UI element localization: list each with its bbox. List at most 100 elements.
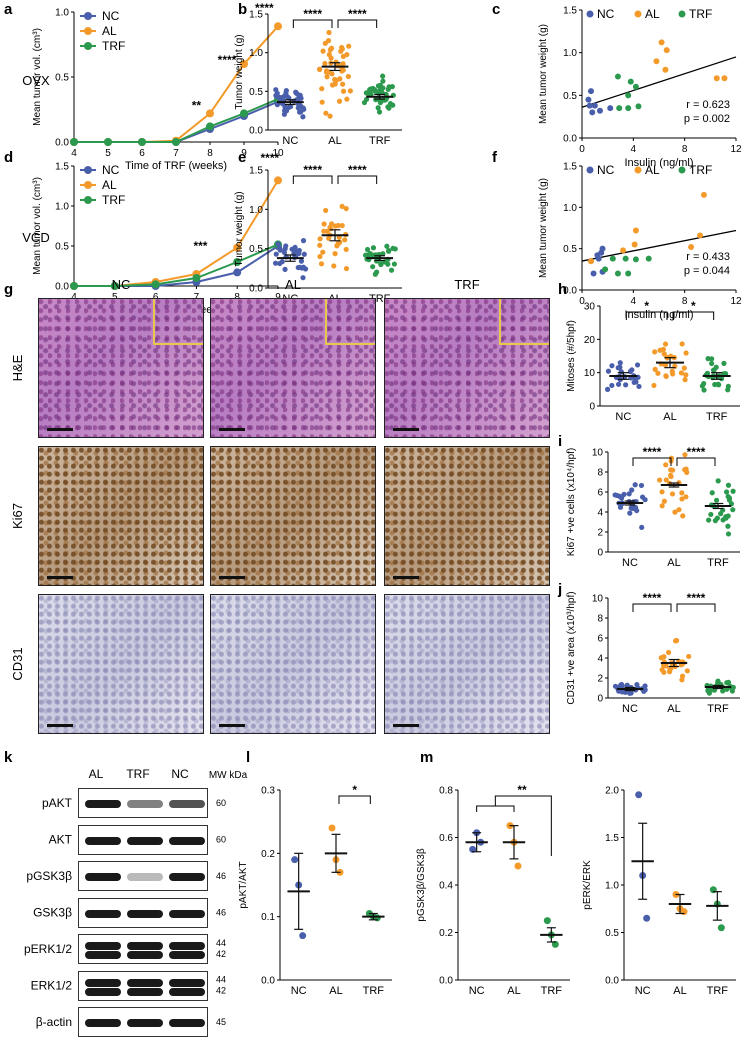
y-axis-label: Tumor weight (g) xyxy=(234,191,245,266)
panel-letter: e xyxy=(238,149,246,166)
significance-annotation: **** xyxy=(255,1,274,15)
data-point-trf xyxy=(385,261,391,267)
protein-band xyxy=(85,987,121,996)
y-tick-label: 20 xyxy=(584,335,596,346)
data-point-nc xyxy=(642,497,648,503)
data-point-nc xyxy=(636,383,642,390)
data-point-al xyxy=(662,341,669,347)
data-point-nc xyxy=(300,264,307,270)
data-point-nc xyxy=(301,106,307,112)
y-axis-label: Mean tumor vol. (cm³) xyxy=(32,177,43,275)
data-point-al xyxy=(672,509,678,515)
data-point-nc xyxy=(277,95,283,101)
y-axis-label: CD31 +ve area (x10³/hpf) xyxy=(566,591,577,704)
data-point-nc xyxy=(615,381,622,387)
protein-band xyxy=(169,800,205,808)
data-point-nc xyxy=(294,90,300,96)
data-point-al xyxy=(653,58,660,65)
data-point-nc xyxy=(292,244,298,251)
data-point-al xyxy=(661,351,667,357)
data-point-nc xyxy=(632,504,639,511)
data-point-al xyxy=(319,86,325,92)
blot-protein-label: β-actin xyxy=(36,1015,72,1029)
data-point-nc xyxy=(590,270,597,277)
data-point-trf xyxy=(392,246,398,252)
y-tick-label: 2 xyxy=(597,674,603,685)
row-label-ovx: OVX xyxy=(22,73,50,88)
protein-band xyxy=(169,978,205,987)
scale-bar xyxy=(393,428,419,431)
panel-letter: g xyxy=(4,281,13,298)
significance-bracket xyxy=(632,457,672,466)
regression-line xyxy=(581,56,737,108)
data-point-trf xyxy=(388,267,395,273)
data-point-trf xyxy=(701,380,707,387)
protein-band xyxy=(85,978,121,987)
data-point-nc xyxy=(300,238,307,244)
significance-annotation: **** xyxy=(348,7,367,21)
x-tick-label: 8 xyxy=(207,148,213,159)
data-point-trf xyxy=(361,99,368,106)
x-tick-label: NC xyxy=(615,411,631,423)
data-point-al xyxy=(662,66,669,73)
data-point-nc xyxy=(599,245,606,252)
series-line-nc xyxy=(74,100,279,143)
legend-label: AL xyxy=(102,178,117,192)
data-point-nc xyxy=(632,482,638,488)
data-point-trf xyxy=(370,264,376,270)
y-axis-label: Mitoses (#/5hpf) xyxy=(566,320,577,392)
data-point-trf xyxy=(614,270,621,277)
data-point-al xyxy=(679,677,685,683)
data-point-al xyxy=(679,496,685,502)
legend-label: TRF xyxy=(102,193,125,207)
x-axis-label: Insulin (ng/ml) xyxy=(624,309,693,321)
data-point-al xyxy=(700,191,707,198)
data-point-al xyxy=(326,52,332,58)
data-point-al xyxy=(274,22,282,31)
data-point-nc xyxy=(591,102,598,109)
y-tick-label: 0.5 xyxy=(563,244,577,255)
data-point-trf xyxy=(543,917,551,925)
legend-label: TRF xyxy=(689,7,712,21)
data-point-al xyxy=(683,350,689,356)
data-point-al xyxy=(632,227,639,234)
data-point-nc xyxy=(604,386,611,392)
data-point-trf xyxy=(622,255,629,262)
y-tick-label: 0.0 xyxy=(55,282,69,293)
data-point-nc xyxy=(295,105,301,111)
y-tick-label: 0.0 xyxy=(563,286,577,297)
data-point-nc xyxy=(617,360,623,366)
histology-he-trf xyxy=(384,298,550,438)
histology-column-label: AL xyxy=(285,277,301,292)
data-point-nc xyxy=(233,268,242,277)
histology-cd31-nc xyxy=(38,594,204,734)
legend-label: TRF xyxy=(102,39,125,53)
data-point-al xyxy=(274,176,282,185)
mw-label: 46 xyxy=(216,871,226,881)
data-point-al xyxy=(321,228,327,234)
data-point-al xyxy=(339,222,345,229)
data-point-al xyxy=(631,241,638,248)
data-point-nc xyxy=(300,275,306,281)
protein-band xyxy=(169,909,205,918)
group-bracket xyxy=(476,805,515,812)
blot-strip xyxy=(78,861,208,891)
protein-band xyxy=(85,1019,121,1027)
x-tick-label: NC xyxy=(635,985,651,997)
data-point-nc xyxy=(614,492,620,499)
protein-band xyxy=(127,987,163,996)
data-point-al xyxy=(320,48,326,54)
data-point-al xyxy=(652,349,658,355)
y-tick-label: 1.0 xyxy=(55,8,69,19)
x-tick-label: NC xyxy=(291,985,307,997)
protein-band xyxy=(85,951,121,959)
data-point-al xyxy=(669,491,676,497)
y-axis-label: Mean tumor weight (g) xyxy=(538,24,549,124)
data-point-al xyxy=(343,246,349,253)
data-point-trf xyxy=(364,252,371,258)
data-point-trf xyxy=(364,246,371,253)
legend-label: NC xyxy=(597,163,615,177)
data-point-al xyxy=(340,88,347,94)
x-tick-label: TRF xyxy=(363,985,385,997)
